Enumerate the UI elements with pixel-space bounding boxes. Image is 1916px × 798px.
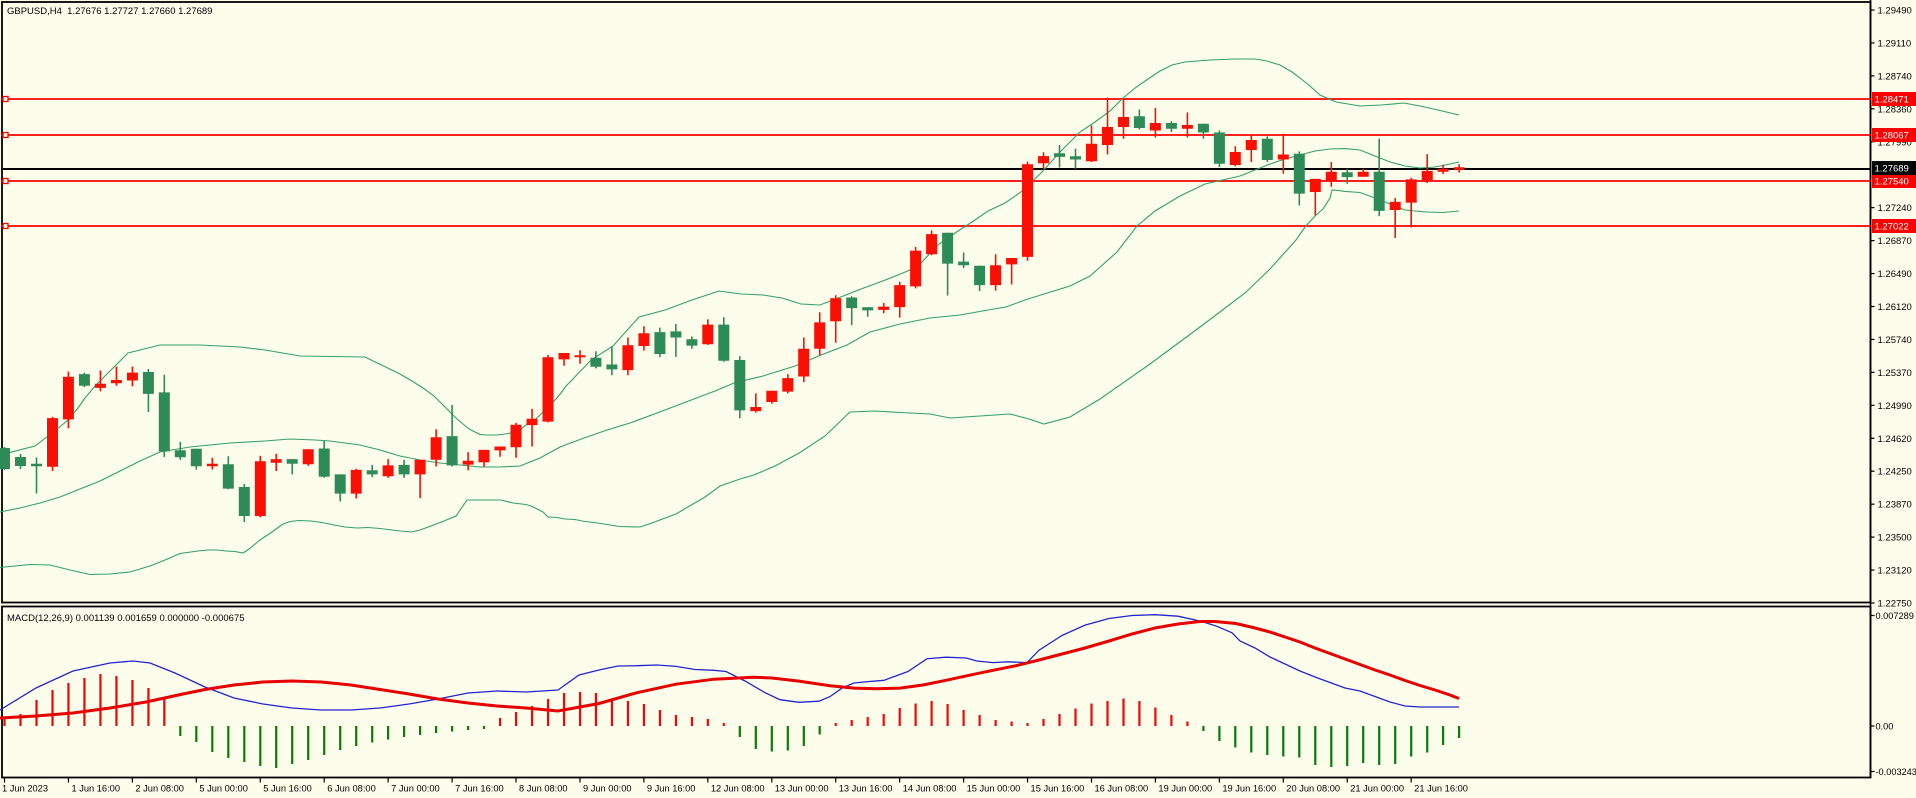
svg-text:1.28067: 1.28067 bbox=[1875, 131, 1909, 142]
svg-text:1 Jun 16:00: 1 Jun 16:00 bbox=[71, 784, 120, 794]
svg-text:1.22750: 1.22750 bbox=[1878, 598, 1912, 609]
svg-text:1.27240: 1.27240 bbox=[1878, 203, 1912, 214]
svg-text:9 Jun 00:00: 9 Jun 00:00 bbox=[583, 784, 632, 794]
svg-text:1.24250: 1.24250 bbox=[1878, 467, 1912, 478]
svg-text:21 Jun 16:00: 21 Jun 16:00 bbox=[1414, 784, 1468, 794]
svg-text:1.27990: 1.27990 bbox=[1878, 137, 1912, 148]
svg-text:1.26490: 1.26490 bbox=[1878, 269, 1912, 280]
svg-text:1.27689: 1.27689 bbox=[1875, 164, 1909, 175]
svg-text:21 Jun 00:00: 21 Jun 00:00 bbox=[1350, 784, 1404, 794]
svg-text:1.24990: 1.24990 bbox=[1878, 401, 1912, 412]
svg-text:1.25740: 1.25740 bbox=[1878, 335, 1912, 346]
svg-text:1.29490: 1.29490 bbox=[1878, 6, 1912, 17]
svg-text:5 Jun 16:00: 5 Jun 16:00 bbox=[263, 784, 312, 794]
svg-text:19 Jun 16:00: 19 Jun 16:00 bbox=[1222, 784, 1276, 794]
svg-text:5 Jun 00:00: 5 Jun 00:00 bbox=[199, 784, 248, 794]
svg-text:7 Jun 00:00: 7 Jun 00:00 bbox=[391, 784, 440, 794]
svg-text:1.28360: 1.28360 bbox=[1878, 104, 1912, 115]
svg-text:6 Jun 08:00: 6 Jun 08:00 bbox=[327, 784, 376, 794]
svg-text:MACD(12,26,9) 0.001139 0.00165: MACD(12,26,9) 0.001139 0.001659 0.000000… bbox=[7, 613, 245, 624]
svg-text:1.23870: 1.23870 bbox=[1878, 500, 1912, 511]
svg-text:1.28740: 1.28740 bbox=[1878, 71, 1912, 82]
svg-text:13 Jun 16:00: 13 Jun 16:00 bbox=[839, 784, 893, 794]
svg-text:1.26870: 1.26870 bbox=[1878, 236, 1912, 247]
svg-text:9 Jun 16:00: 9 Jun 16:00 bbox=[647, 784, 696, 794]
svg-text:GBPUSD,H4 1.27676 1.27727 1.2: GBPUSD,H4 1.27676 1.27727 1.27660 1.2768… bbox=[7, 6, 212, 17]
svg-text:0.007289: 0.007289 bbox=[1876, 611, 1914, 621]
svg-text:1 Jun 2023: 1 Jun 2023 bbox=[2, 784, 48, 794]
svg-text:1.29110: 1.29110 bbox=[1878, 38, 1912, 49]
svg-text:16 Jun 08:00: 16 Jun 08:00 bbox=[1094, 784, 1148, 794]
svg-text:13 Jun 00:00: 13 Jun 00:00 bbox=[775, 784, 829, 794]
svg-text:20 Jun 08:00: 20 Jun 08:00 bbox=[1286, 784, 1340, 794]
svg-text:7 Jun 16:00: 7 Jun 16:00 bbox=[455, 784, 504, 794]
svg-text:1.28471: 1.28471 bbox=[1875, 95, 1909, 106]
svg-text:0.00: 0.00 bbox=[1876, 722, 1894, 732]
svg-text:12 Jun 08:00: 12 Jun 08:00 bbox=[711, 784, 765, 794]
svg-text:1.25370: 1.25370 bbox=[1878, 368, 1912, 379]
svg-text:1.23500: 1.23500 bbox=[1878, 533, 1912, 544]
svg-text:-0.003243: -0.003243 bbox=[1876, 767, 1916, 777]
svg-text:2 Jun 08:00: 2 Jun 08:00 bbox=[135, 784, 184, 794]
svg-text:1.27540: 1.27540 bbox=[1875, 177, 1909, 188]
svg-text:15 Jun 00:00: 15 Jun 00:00 bbox=[967, 784, 1021, 794]
svg-text:1.26120: 1.26120 bbox=[1878, 302, 1912, 313]
svg-text:8 Jun 08:00: 8 Jun 08:00 bbox=[519, 784, 568, 794]
svg-text:14 Jun 08:00: 14 Jun 08:00 bbox=[903, 784, 957, 794]
svg-text:15 Jun 16:00: 15 Jun 16:00 bbox=[1031, 784, 1085, 794]
svg-text:19 Jun 00:00: 19 Jun 00:00 bbox=[1158, 784, 1212, 794]
svg-text:1.24620: 1.24620 bbox=[1878, 434, 1912, 445]
svg-text:1.27022: 1.27022 bbox=[1875, 222, 1909, 233]
svg-text:1.23120: 1.23120 bbox=[1878, 566, 1912, 577]
